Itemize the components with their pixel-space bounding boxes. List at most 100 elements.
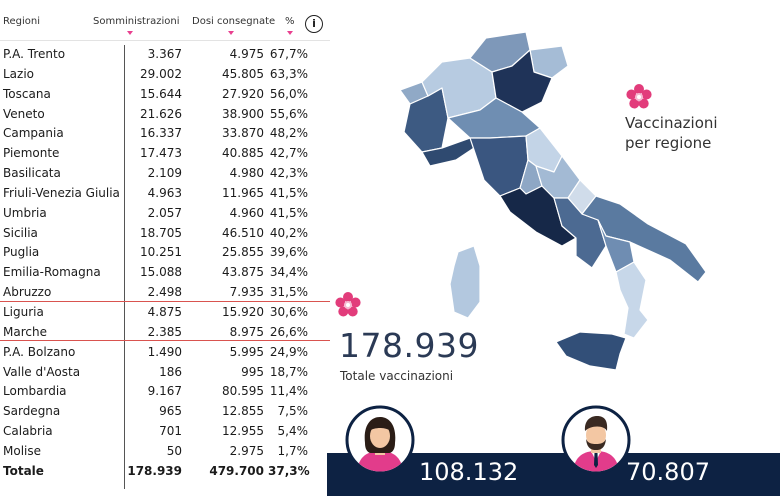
region-sicilia[interactable] xyxy=(555,331,627,371)
cell-region: Valle d'Aosta xyxy=(3,364,81,379)
cell-delivered: 80.595 xyxy=(222,384,264,399)
cell-delivered: 43.875 xyxy=(222,265,264,280)
header-percent[interactable]: % xyxy=(285,16,295,27)
header-regioni[interactable]: Regioni xyxy=(3,16,41,27)
cell-region: Piemonte xyxy=(3,146,60,161)
cell-region: Toscana xyxy=(3,86,51,101)
cell-administrations: 2.498 xyxy=(147,285,182,300)
table-row: Sicilia 18.705 46.510 40,2% xyxy=(0,224,330,244)
table-row: Basilicata 2.109 4.980 42,3% xyxy=(0,164,330,184)
total-vaccinations-value: 178.939 xyxy=(339,326,479,365)
cell-administrations: 50 xyxy=(166,443,182,458)
cell-region: Totale xyxy=(3,463,44,478)
sort-percent-icon[interactable] xyxy=(287,31,293,35)
cell-percent: 55,6% xyxy=(269,106,308,121)
cell-administrations: 10.251 xyxy=(140,245,182,260)
region-veneto[interactable] xyxy=(491,49,553,113)
table-row: Emilia-Romagna 15.088 43.875 34,4% xyxy=(0,263,330,283)
cell-percent: 5,4% xyxy=(277,424,309,439)
table-row: Liguria 4.875 15.920 30,6% xyxy=(0,303,330,323)
table-row: Sardegna 965 12.855 7,5% xyxy=(0,402,330,422)
cell-administrations: 4.963 xyxy=(147,185,182,200)
cell-percent: 41,5% xyxy=(269,205,308,220)
divider-line-lower xyxy=(0,340,330,341)
cell-delivered: 11.965 xyxy=(222,185,264,200)
table-total-row: Totale 178.939 479.700 37,3% xyxy=(0,462,330,482)
men-count: 70.807 xyxy=(626,458,710,486)
cell-percent: 30,6% xyxy=(269,304,308,319)
cell-region: P.A. Trento xyxy=(3,47,66,61)
cell-percent: 63,3% xyxy=(269,66,308,81)
cell-percent: 39,6% xyxy=(269,245,308,260)
cell-region: Lombardia xyxy=(3,384,67,399)
table-row: Valle d'Aosta 186 995 18,7% xyxy=(0,363,330,383)
cell-administrations: 29.002 xyxy=(140,66,182,81)
cell-region: Friuli-Venezia Giulia xyxy=(3,185,120,200)
table-body: P.A. Trento 3.367 4.975 67,7% Lazio 29.002 45.… xyxy=(0,45,330,482)
cell-percent: 1,7% xyxy=(277,443,309,458)
cell-percent: 42,3% xyxy=(269,166,308,181)
primrose-flower-icon xyxy=(335,292,361,317)
man-avatar-icon xyxy=(561,405,631,475)
region-sardegna[interactable] xyxy=(449,245,481,319)
cell-delivered: 15.920 xyxy=(222,304,264,319)
cell-administrations: 3.367 xyxy=(147,47,182,61)
cell-delivered: 12.955 xyxy=(222,424,264,439)
region-calabria[interactable] xyxy=(615,261,649,339)
cell-region: Basilicata xyxy=(3,166,61,181)
table-row: Campania 16.337 33.870 48,2% xyxy=(0,124,330,144)
cell-administrations: 9.167 xyxy=(147,384,182,399)
cell-percent: 37,3% xyxy=(268,463,310,478)
cell-region: Veneto xyxy=(3,106,45,121)
cell-percent: 24,9% xyxy=(269,344,308,359)
total-vaccinations-label: Totale vaccinazioni xyxy=(340,369,454,383)
header-somministrazioni[interactable]: Somministrazioni xyxy=(93,16,180,27)
table-row: P.A. Trento 3.367 4.975 67,7% xyxy=(0,45,330,65)
map-subtitle: Vaccinazioni per regione xyxy=(625,113,745,153)
cell-administrations: 178.939 xyxy=(127,463,182,478)
cell-percent: 56,0% xyxy=(269,86,308,101)
header-dosi-consegnate[interactable]: Dosi consegnate xyxy=(192,16,276,27)
table-row: P.A. Bolzano 1.490 5.995 24,9% xyxy=(0,343,330,363)
cell-administrations: 1.490 xyxy=(147,344,182,359)
table-row: Puglia 10.251 25.855 39,6% xyxy=(0,243,330,263)
table-header: Regioni Somministrazioni Dosi consegnate… xyxy=(0,0,330,41)
cell-percent: 31,5% xyxy=(269,285,308,300)
cell-administrations: 21.626 xyxy=(140,106,182,121)
divider-line-upper xyxy=(0,301,330,302)
table-row: Umbria 2.057 4.960 41,5% xyxy=(0,204,330,224)
cell-region: P.A. Bolzano xyxy=(3,344,76,359)
cell-delivered: 12.855 xyxy=(222,404,264,419)
cell-delivered: 45.805 xyxy=(222,66,264,81)
info-icon[interactable]: i xyxy=(305,15,323,33)
cell-region: Emilia-Romagna xyxy=(3,265,101,280)
table-row: Abruzzo 2.498 7.935 31,5% xyxy=(0,283,330,303)
table-row: Calabria 701 12.955 5,4% xyxy=(0,422,330,442)
region-toscana[interactable] xyxy=(469,135,529,197)
cell-administrations: 2.109 xyxy=(147,166,182,181)
cell-administrations: 15.088 xyxy=(140,265,182,280)
cell-delivered: 5.995 xyxy=(229,344,264,359)
italy-map xyxy=(399,31,707,371)
cell-region: Abruzzo xyxy=(3,285,52,300)
cell-delivered: 8.975 xyxy=(229,324,264,339)
cell-region: Sardegna xyxy=(3,404,61,419)
table-row: Toscana 15.644 27.920 56,0% xyxy=(0,85,330,105)
cell-administrations: 701 xyxy=(159,424,182,439)
cell-administrations: 186 xyxy=(159,364,182,379)
sort-somministrazioni-icon[interactable] xyxy=(127,31,133,35)
cell-percent: 40,2% xyxy=(269,225,308,240)
cell-delivered: 4.975 xyxy=(229,47,264,61)
cell-administrations: 17.473 xyxy=(140,146,182,161)
cell-administrations: 16.337 xyxy=(140,126,182,141)
cell-region: Marche xyxy=(3,324,47,339)
cell-percent: 67,7% xyxy=(269,47,308,61)
cell-region: Lazio xyxy=(3,66,35,81)
table-row: Marche 2.385 8.975 26,6% xyxy=(0,323,330,343)
cell-delivered: 38.900 xyxy=(222,106,264,121)
women-count: 108.132 xyxy=(419,458,519,486)
cell-region: Umbria xyxy=(3,205,47,220)
cell-delivered: 46.510 xyxy=(222,225,264,240)
sort-dosi-icon[interactable] xyxy=(228,31,234,35)
table-row: Lombardia 9.167 80.595 11,4% xyxy=(0,382,330,402)
